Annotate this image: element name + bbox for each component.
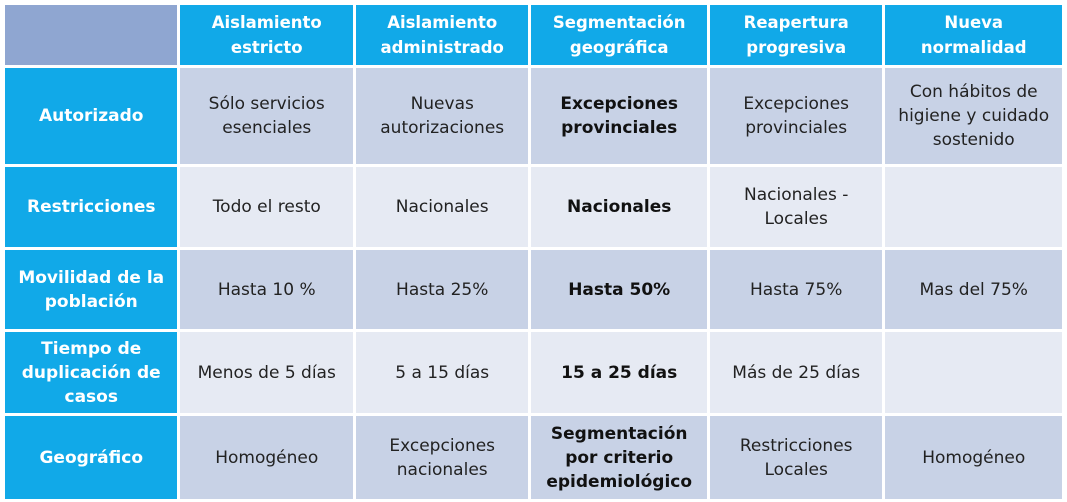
table-cell: Nacionales bbox=[355, 167, 529, 247]
table-cell: Restricciones Locales bbox=[709, 416, 883, 499]
table-header-row: Aislamiento estricto Aislamiento adminis… bbox=[5, 5, 1062, 65]
table-cell: Excepciones nacionales bbox=[355, 416, 529, 499]
table-cell: Hasta 25% bbox=[355, 250, 529, 329]
table-row: Restricciones Todo el resto Nacionales N… bbox=[5, 167, 1062, 247]
table-cell: Con hábitos de higiene y cuidado sosteni… bbox=[885, 68, 1062, 164]
table-row: Tiempo de duplicación de casos Menos de … bbox=[5, 332, 1062, 413]
table-row: Geográfico Homogéneo Excepciones naciona… bbox=[5, 416, 1062, 499]
row-header-movilidad: Movilidad de la población bbox=[5, 250, 178, 329]
table-cell: Más de 25 días bbox=[709, 332, 883, 413]
row-header-geografico: Geográfico bbox=[5, 416, 178, 499]
column-header-nueva-normalidad: Nueva normalidad bbox=[885, 5, 1062, 65]
table-row: Movilidad de la población Hasta 10 % Has… bbox=[5, 250, 1062, 329]
table-cell bbox=[885, 332, 1062, 413]
row-header-tiempo-duplicacion: Tiempo de duplicación de casos bbox=[5, 332, 178, 413]
table-cell: Nuevas autorizaciones bbox=[355, 68, 529, 164]
table-cell: Homogéneo bbox=[180, 416, 353, 499]
table-cell: Hasta 75% bbox=[709, 250, 883, 329]
column-header-reapertura-progresiva: Reapertura progresiva bbox=[709, 5, 883, 65]
table-cell: Todo el resto bbox=[180, 167, 353, 247]
table-cell-highlighted: Excepciones provinciales bbox=[531, 68, 707, 164]
table-cell: Homogéneo bbox=[885, 416, 1062, 499]
corner-cell bbox=[5, 5, 178, 65]
table-cell: Menos de 5 días bbox=[180, 332, 353, 413]
table-cell bbox=[885, 167, 1062, 247]
table-cell: Hasta 10 % bbox=[180, 250, 353, 329]
table-cell: Nacionales - Locales bbox=[709, 167, 883, 247]
table-cell: 5 a 15 días bbox=[355, 332, 529, 413]
column-header-aislamiento-estricto: Aislamiento estricto bbox=[180, 5, 353, 65]
table-cell-highlighted: 15 a 25 días bbox=[531, 332, 707, 413]
table-cell: Sólo servicios esenciales bbox=[180, 68, 353, 164]
table-cell: Excepciones provinciales bbox=[709, 68, 883, 164]
table-cell-highlighted: Nacionales bbox=[531, 167, 707, 247]
table-row: Autorizado Sólo servicios esenciales Nue… bbox=[5, 68, 1062, 164]
column-header-segmentacion-geografica: Segmentación geográfica bbox=[531, 5, 707, 65]
table-cell-highlighted: Hasta 50% bbox=[531, 250, 707, 329]
column-header-aislamiento-administrado: Aislamiento administrado bbox=[355, 5, 529, 65]
row-header-autorizado: Autorizado bbox=[5, 68, 178, 164]
table-cell-highlighted: Segmentación por criterio epidemiológico bbox=[531, 416, 707, 499]
row-header-restricciones: Restricciones bbox=[5, 167, 178, 247]
table-cell: Mas del 75% bbox=[885, 250, 1062, 329]
